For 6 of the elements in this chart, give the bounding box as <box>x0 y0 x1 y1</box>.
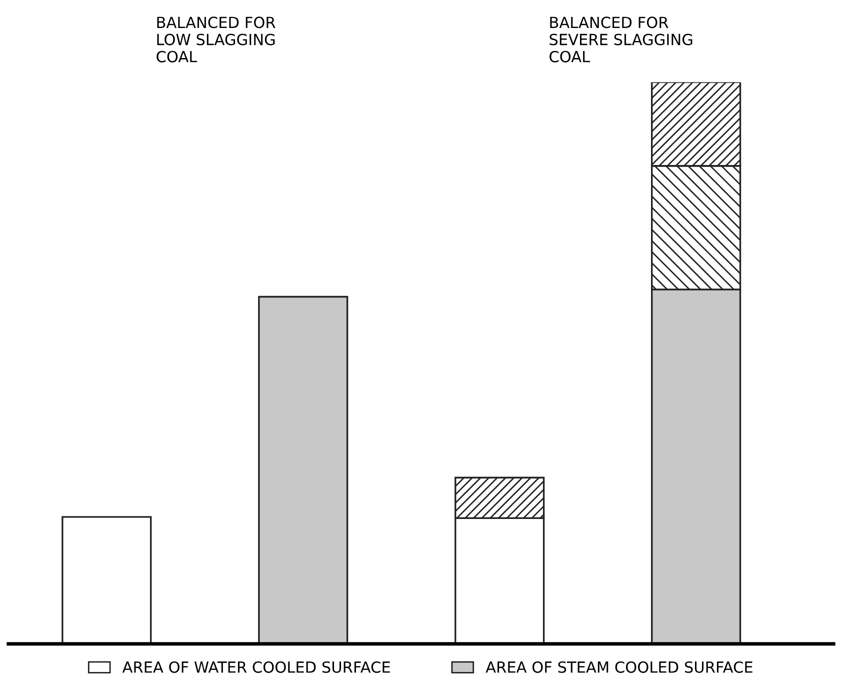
text: BALANCED FOR SEVERE SLAGGING COAL <box>550 16 692 62</box>
bar <box>258 296 348 644</box>
bar <box>62 516 152 644</box>
legend-label: AREA OF WATER COOLED SURFACE <box>122 661 390 673</box>
legend-label: AREA OF STEAM COOLED SURFACE <box>486 661 752 673</box>
text: BALANCED FOR LOW SLAGGING COAL <box>156 16 276 62</box>
